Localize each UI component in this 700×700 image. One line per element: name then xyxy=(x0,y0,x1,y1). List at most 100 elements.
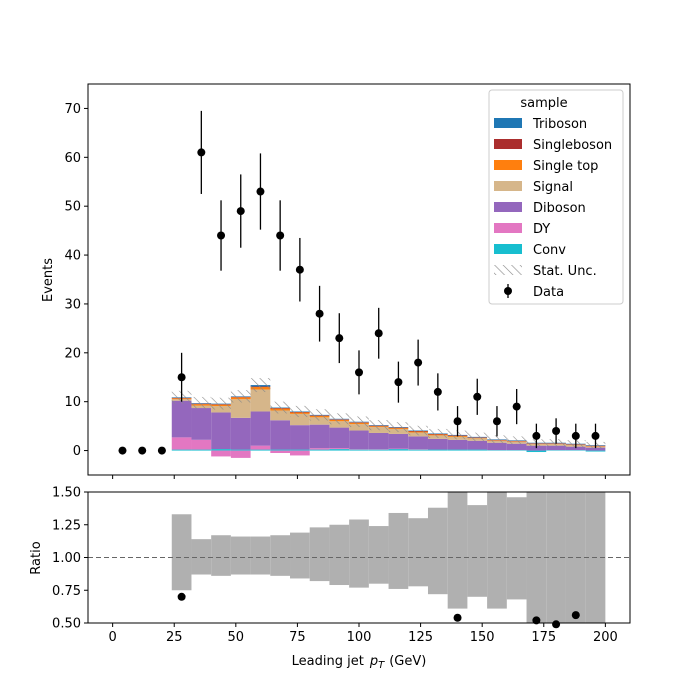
bar xyxy=(427,438,448,450)
bar xyxy=(290,449,310,451)
unc-hatch xyxy=(290,405,310,418)
bar xyxy=(546,445,566,451)
bar xyxy=(309,448,330,450)
x-tick-label: 200 xyxy=(593,630,618,645)
legend-label: Data xyxy=(533,285,564,300)
bar xyxy=(191,449,212,451)
bar xyxy=(290,450,310,456)
unc-hatch xyxy=(427,428,448,438)
x-tick: 125 xyxy=(408,623,433,645)
x-tick-label: 175 xyxy=(531,630,556,645)
bar xyxy=(290,425,310,450)
data-point xyxy=(552,418,561,444)
bar xyxy=(171,400,192,438)
y-tick: 0.50 xyxy=(52,617,88,632)
bar xyxy=(349,449,369,450)
x-tick-label: 50 xyxy=(228,630,245,645)
bar xyxy=(506,443,527,451)
bar xyxy=(585,447,606,451)
data-point xyxy=(453,406,462,437)
bar xyxy=(565,446,586,451)
data-point xyxy=(473,378,482,415)
unc-hatch xyxy=(408,425,428,436)
unc-hatch xyxy=(388,422,409,433)
data-point xyxy=(492,406,501,437)
bar xyxy=(427,449,448,451)
bar xyxy=(230,449,251,451)
bar xyxy=(349,430,369,450)
bar xyxy=(211,412,231,450)
unc-hatch xyxy=(191,396,212,410)
legend-item: Conv xyxy=(494,243,566,258)
data-point xyxy=(571,423,580,449)
legend-item: Diboson xyxy=(494,201,586,216)
data-point xyxy=(433,373,442,411)
y-tick-label: 1.25 xyxy=(52,518,81,533)
unc-hatch xyxy=(467,432,488,442)
bar xyxy=(388,448,409,450)
unc-hatch xyxy=(230,390,251,403)
y-tick: 0 xyxy=(73,444,88,459)
bar xyxy=(408,449,428,450)
bar xyxy=(309,449,330,451)
bar xyxy=(487,442,507,451)
bar xyxy=(230,450,251,458)
ratio-band-bin xyxy=(329,524,350,586)
y-tick-label: 40 xyxy=(64,249,81,264)
ratio-band-bin xyxy=(368,526,389,584)
ratio-point xyxy=(552,620,561,629)
y-tick-label: 0 xyxy=(73,444,81,459)
x-axis-label-symbol: p xyxy=(369,654,378,669)
bar xyxy=(329,427,350,449)
x-tick-label: 125 xyxy=(408,630,433,645)
bar xyxy=(467,440,488,450)
legend-label: Single top xyxy=(533,159,598,174)
ratio-plot: 0.50 0.75 1.00 1.25 1.50 0 25 50 75 100 125 150 175… xyxy=(29,486,631,671)
legend-label: Diboson xyxy=(533,201,586,216)
y-tick: 50 xyxy=(64,200,88,215)
y-tick: 30 xyxy=(64,297,88,312)
ratio-band-bin xyxy=(506,497,527,600)
bar xyxy=(546,450,566,451)
data-point xyxy=(355,350,363,395)
legend-item: Single top xyxy=(494,159,598,174)
bar xyxy=(585,450,606,452)
bar xyxy=(467,449,488,451)
bar xyxy=(388,433,409,449)
legend-item: DY xyxy=(494,222,550,237)
legend-label: Singleboson xyxy=(533,138,612,153)
bar xyxy=(565,450,586,451)
data-point xyxy=(157,446,166,455)
ratio-y-ticks: 0.50 0.75 1.00 1.25 1.50 xyxy=(52,486,88,632)
ratio-x-ticks: 0 25 50 75 100 125 150 175 200 xyxy=(108,623,618,645)
x-tick: 50 xyxy=(228,623,245,645)
data-point xyxy=(591,423,600,449)
x-tick-label: 100 xyxy=(347,630,372,645)
bar xyxy=(309,417,330,425)
bar xyxy=(191,439,212,450)
ratio-point xyxy=(532,616,541,625)
ratio-band-bin xyxy=(388,512,409,589)
bar xyxy=(329,421,350,428)
ratio-point xyxy=(177,592,186,601)
data-point xyxy=(256,153,265,230)
data-point xyxy=(394,361,403,403)
series-conv xyxy=(171,449,606,453)
legend-frame xyxy=(488,89,624,305)
y-tick: 20 xyxy=(64,346,88,361)
x-tick-label: 0 xyxy=(108,630,116,645)
y-axis-label-ratio: Ratio xyxy=(29,541,44,574)
y-tick: 40 xyxy=(64,249,88,264)
ratio-band-bin xyxy=(565,492,586,623)
y-tick-label: 20 xyxy=(64,346,81,361)
main-y-ticks: 0 10 20 30 40 50 60 70 xyxy=(64,102,88,459)
bar xyxy=(270,449,291,451)
bar xyxy=(447,439,468,450)
legend-item: Singleboson xyxy=(494,138,612,153)
bar xyxy=(250,411,271,446)
y-tick: 70 xyxy=(64,102,88,117)
ratio-point xyxy=(453,613,462,622)
data-point xyxy=(236,174,245,248)
bar xyxy=(250,389,271,412)
ratio-uncertainty-band xyxy=(171,492,606,623)
